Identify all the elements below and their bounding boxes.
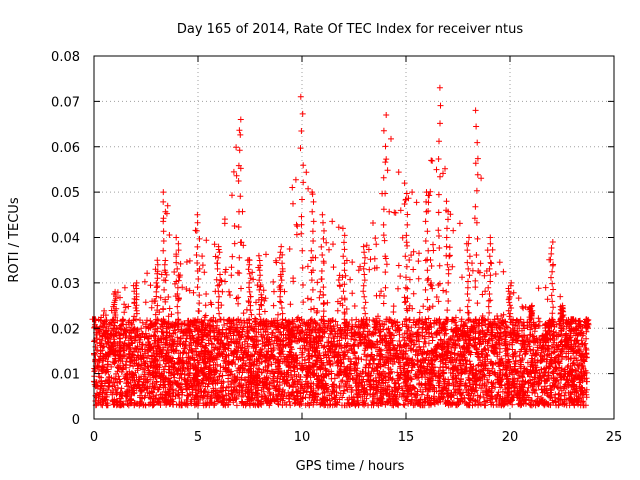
x-tick-label: 20	[502, 430, 519, 445]
x-tick-label: 0	[90, 430, 98, 445]
x-tick-label: 15	[398, 430, 415, 445]
roti-point-markers	[89, 84, 592, 409]
y-tick-label: 0.02	[51, 322, 80, 337]
data-points	[89, 84, 592, 409]
y-tick-label: 0.04	[51, 232, 80, 247]
x-tick-label: 5	[194, 430, 202, 445]
y-tick-label: 0.01	[51, 368, 80, 383]
x-tick-label: 10	[294, 430, 311, 445]
y-tick-label: 0.03	[51, 277, 80, 292]
x-tick-label: 25	[606, 430, 623, 445]
y-tick-label: 0.07	[51, 95, 80, 110]
axis-ticks: 0 5 10 15 20 25 0 0.01 0.02 0.03 0.04 0.05 0.06 0.07 0…	[51, 50, 622, 445]
y-tick-label: 0.06	[51, 141, 80, 156]
chart-title: Day 165 of 2014, Rate Of TEC Index for r…	[177, 22, 523, 37]
y-axis-label: ROTI / TECUs	[7, 197, 22, 282]
y-tick-label: 0	[72, 413, 80, 428]
y-tick-label: 0.08	[51, 50, 80, 65]
y-tick-label: 0.05	[51, 186, 80, 201]
x-axis-label: GPS time / hours	[296, 459, 405, 474]
